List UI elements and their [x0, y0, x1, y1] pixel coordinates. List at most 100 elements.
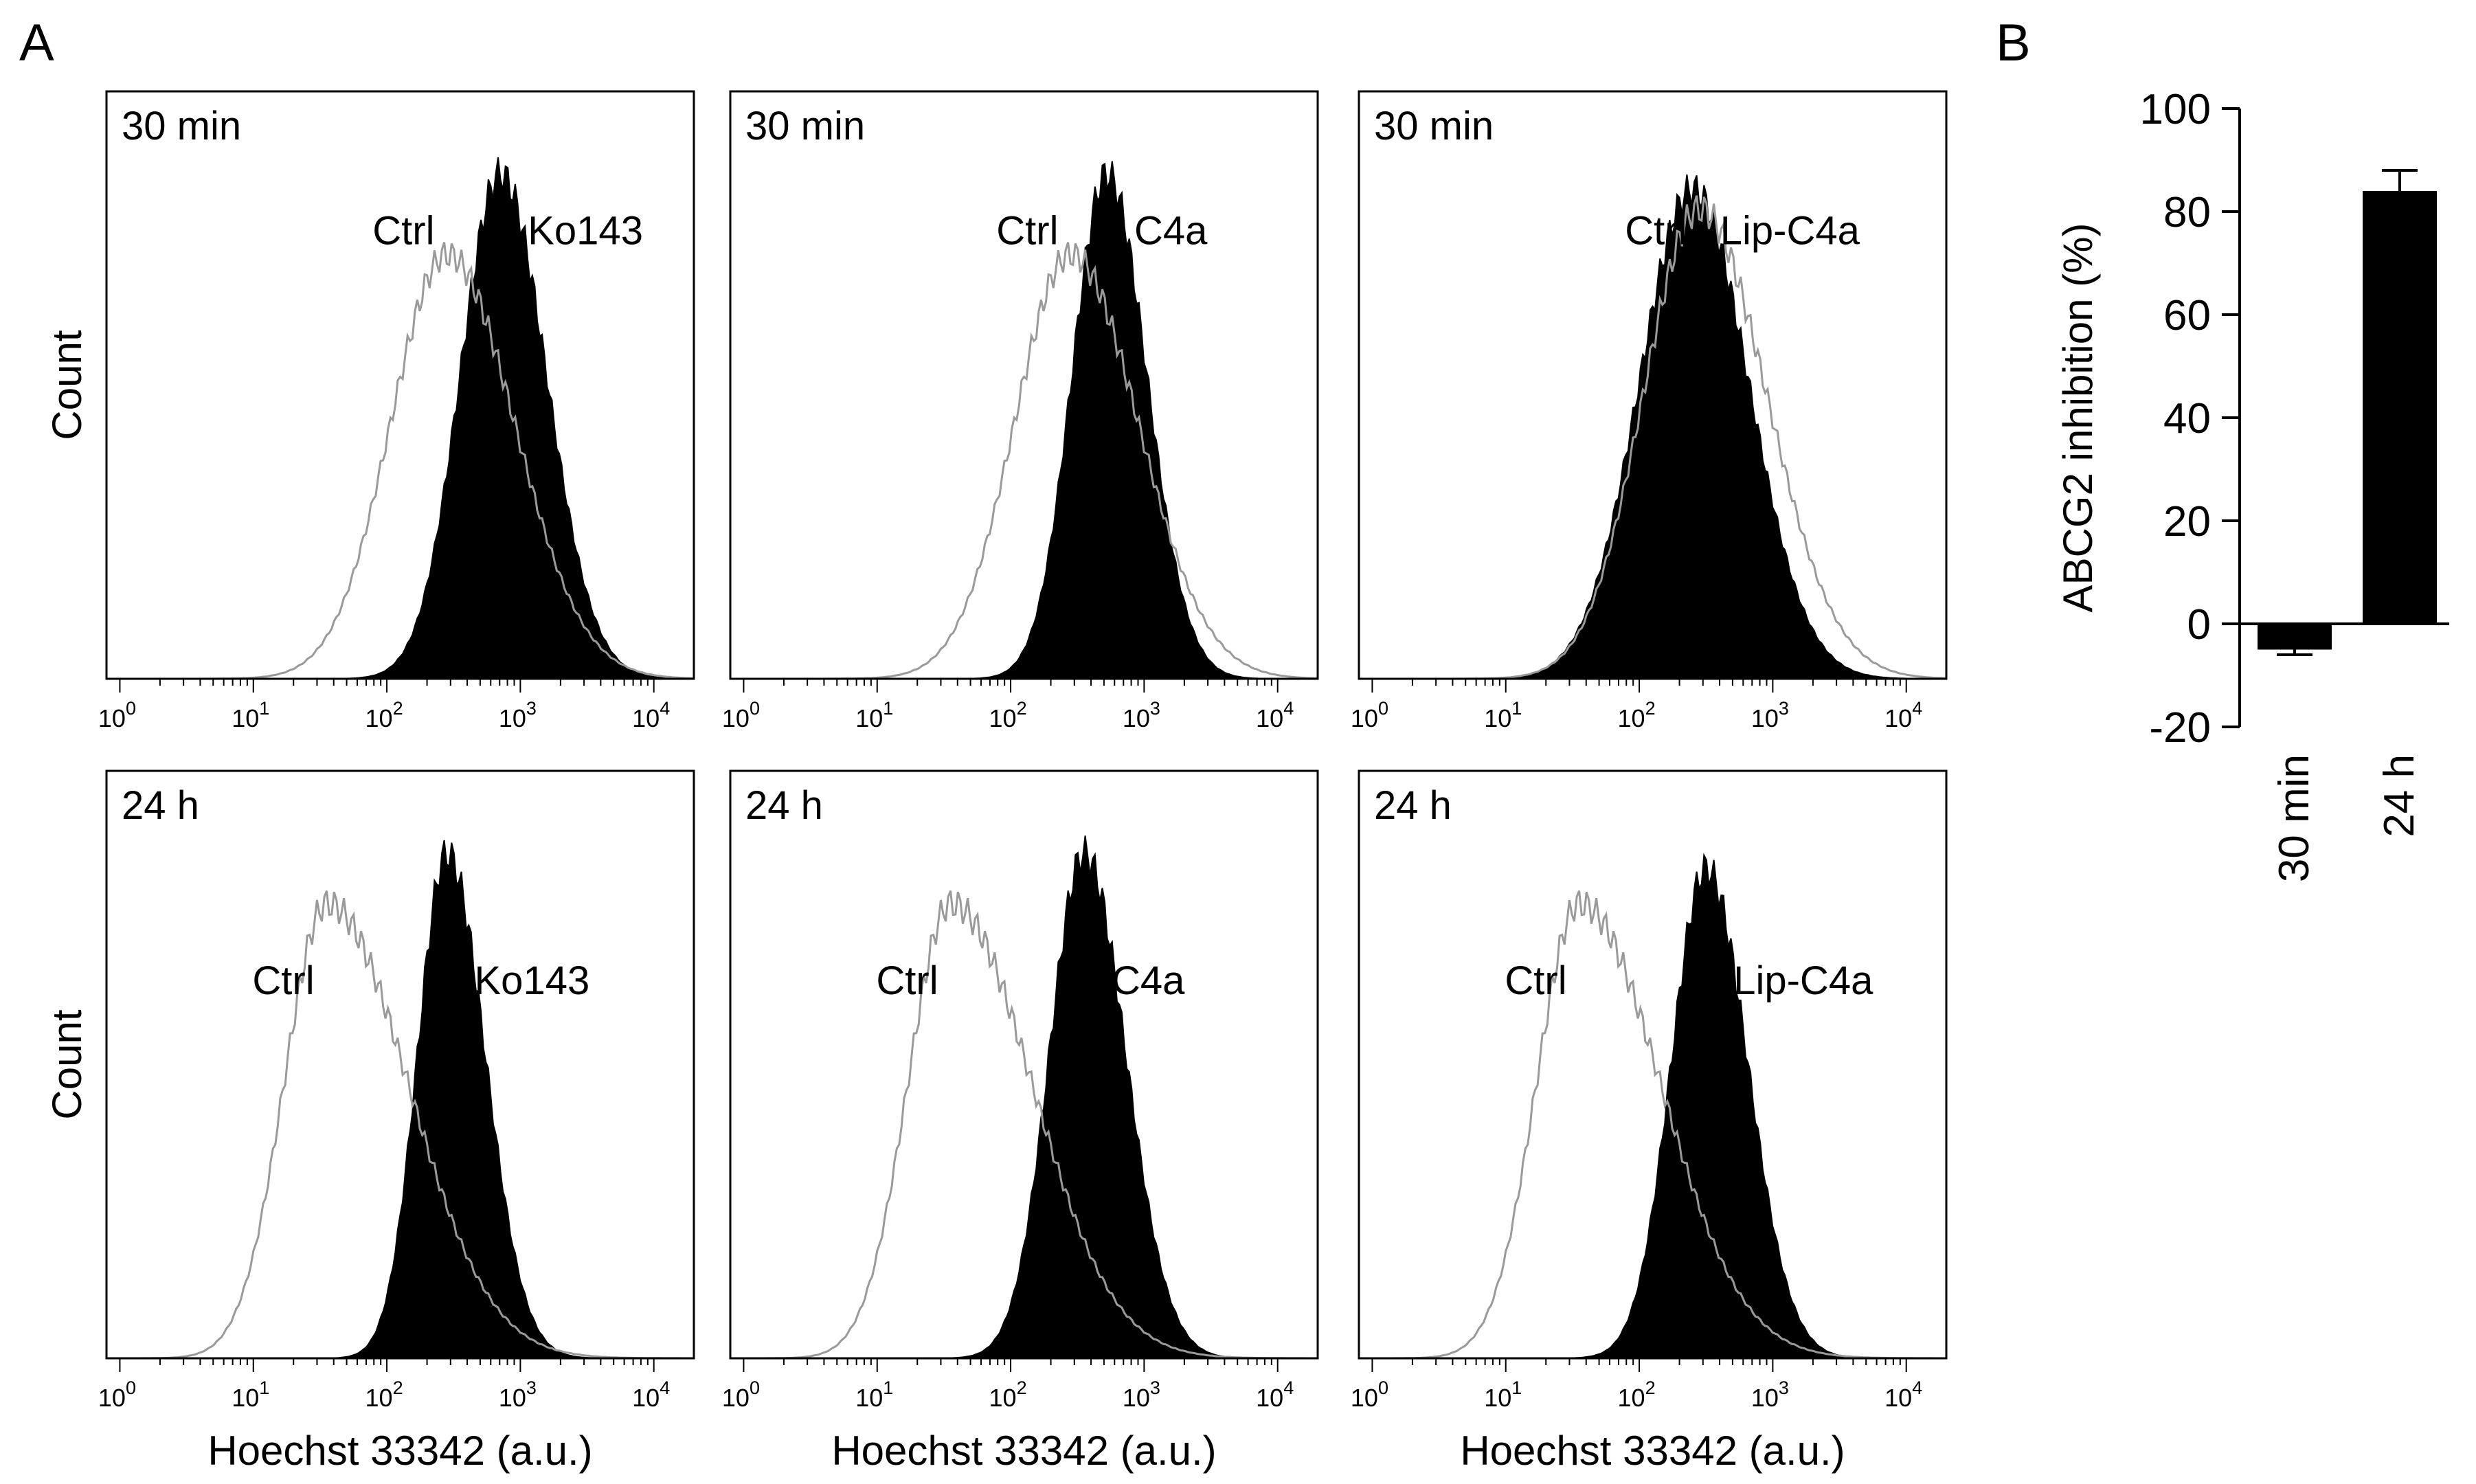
y-tick-label: 20 [2163, 498, 2211, 546]
tick-exponent: 4 [1283, 1378, 1294, 1398]
tick-exponent: 1 [883, 698, 893, 719]
treatment-label: Ko143 [475, 958, 590, 1003]
ctrl-label: Ctrl [876, 958, 938, 1003]
histogram-frame [105, 90, 695, 680]
tick-exponent: 3 [1150, 1378, 1160, 1398]
panel-b-label: B [1996, 14, 2031, 72]
tick-base: 10 [632, 704, 660, 732]
x-axis-label: Hoechst 33342 (a.u.) [831, 1428, 1216, 1474]
ctrl-histogram [106, 242, 695, 680]
time-label: 24 h [122, 783, 199, 828]
x-tick-label: 102 [1618, 698, 1656, 732]
tick-exponent: 4 [1912, 1378, 1922, 1398]
tick-exponent: 2 [1017, 698, 1027, 719]
x-tick-label: 103 [1751, 698, 1789, 732]
ctrl-histogram [106, 890, 694, 1360]
tick-base: 10 [722, 704, 750, 732]
tick-exponent: 3 [526, 1378, 537, 1398]
tick-exponent: 0 [750, 1378, 760, 1398]
x-tick-label: 100 [98, 1378, 136, 1412]
tick-base: 10 [1751, 704, 1779, 732]
tick-exponent: 3 [1150, 698, 1160, 719]
treatment-label: Lip-C4a [1720, 208, 1860, 253]
x-tick-label: 104 [1256, 1378, 1294, 1412]
tick-exponent: 0 [126, 698, 136, 719]
tick-base: 10 [989, 704, 1017, 732]
x-tick-label: 101 [855, 1378, 893, 1412]
x-tick-label: 101 [1484, 1378, 1522, 1412]
tick-exponent: 4 [1912, 698, 1922, 719]
time-label: 30 min [745, 104, 865, 148]
tick-base: 10 [1618, 704, 1645, 732]
tick-base: 10 [1751, 1384, 1779, 1412]
x-tick-label: 103 [499, 698, 537, 732]
x-category-label: 24 h [2376, 754, 2423, 837]
tick-base: 10 [232, 704, 259, 732]
tick-exponent: 3 [1779, 698, 1789, 719]
ctrl-histogram [730, 242, 1318, 680]
tick-exponent: 2 [1017, 1378, 1027, 1398]
ctrl-histogram [730, 890, 1318, 1360]
y-axis-label: ABCG2 inhibition (%) [2055, 223, 2101, 613]
tick-exponent: 2 [393, 1378, 403, 1398]
x-axis-label: Hoechst 33342 (a.u.) [207, 1428, 592, 1474]
tick-base: 10 [98, 704, 126, 732]
ctrl-label: Ctrl [1625, 208, 1687, 253]
x-tick-label: 102 [989, 698, 1027, 732]
x-tick-label: 104 [1256, 698, 1294, 732]
x-tick-label: 103 [1123, 1378, 1160, 1412]
tick-base: 10 [632, 1384, 660, 1412]
x-tick-label: 103 [1123, 698, 1160, 732]
x-tick-label: 102 [1618, 1378, 1656, 1412]
tick-base: 10 [1256, 1384, 1283, 1412]
histogram-frame [1358, 769, 1948, 1360]
bar [2258, 624, 2332, 650]
tick-exponent: 2 [1645, 1378, 1656, 1398]
panel-b-bar-chart: -20 0 20 40 60 80 100 ABCG2 inhibition (%) 30 mi… [2055, 86, 2449, 882]
y-tick-label: 40 [2163, 395, 2211, 442]
treated-histogram [730, 835, 1318, 1359]
ctrl-label: Ctrl [1505, 958, 1566, 1003]
x-tick-label: 102 [989, 1378, 1027, 1412]
tick-base: 10 [1123, 1384, 1150, 1412]
tick-base: 10 [1123, 704, 1150, 732]
ctrl-label: Ctrl [996, 208, 1058, 253]
histogram-frame [1358, 90, 1948, 680]
y-axis-label: Count [44, 1009, 90, 1119]
tick-base: 10 [365, 1384, 393, 1412]
y-tick-label: -20 [2149, 704, 2211, 752]
tick-exponent: 2 [1645, 698, 1656, 719]
time-label: 30 min [122, 104, 241, 148]
ctrl-histogram [1359, 890, 1946, 1360]
y-tick-label: 60 [2163, 292, 2211, 339]
treated-histogram [106, 840, 694, 1359]
tick-base: 10 [1618, 1384, 1645, 1412]
ctrl-label: Ctrl [252, 958, 314, 1003]
x-tick-label: 100 [1351, 698, 1388, 732]
time-label: 30 min [1374, 104, 1494, 148]
tick-base: 10 [1351, 704, 1378, 732]
tick-base: 10 [499, 704, 526, 732]
tick-exponent: 1 [883, 1378, 893, 1398]
tick-base: 10 [1884, 1384, 1912, 1412]
tick-base: 10 [1484, 1384, 1511, 1412]
time-label: 24 h [1374, 783, 1452, 828]
x-tick-label: 104 [1884, 698, 1922, 732]
x-tick-label: 104 [632, 698, 670, 732]
tick-base: 10 [722, 1384, 750, 1412]
x-tick-label: 103 [499, 1378, 537, 1412]
histogram-frame [729, 90, 1319, 680]
x-tick-label: 101 [855, 698, 893, 732]
tick-base: 10 [1351, 1384, 1378, 1412]
tick-base: 10 [1884, 704, 1912, 732]
tick-exponent: 1 [1511, 1378, 1522, 1398]
histogram-frame [729, 769, 1319, 1360]
tick-exponent: 4 [1283, 698, 1294, 719]
x-tick-label: 100 [98, 698, 136, 732]
tick-base: 10 [1256, 704, 1283, 732]
x-tick-label: 102 [365, 698, 403, 732]
